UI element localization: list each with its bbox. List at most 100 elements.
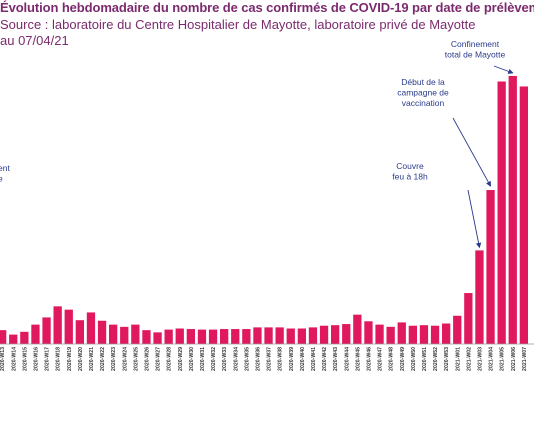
- x-tick-label: 2020-W27: [156, 347, 162, 371]
- x-tick-label: 2020-W46: [366, 347, 372, 371]
- bar-2020-W18: [53, 306, 62, 344]
- bar-2020-W35: [242, 329, 251, 344]
- x-tick-label: 2020-W33: [222, 347, 228, 371]
- x-tick-label: 2020-W50: [411, 347, 417, 371]
- x-tick-label: 2021-W04: [489, 347, 495, 371]
- x-tick-label: 2020-W23: [111, 347, 117, 371]
- bar-2020-W29: [175, 328, 184, 344]
- bar-2020-W44: [342, 324, 351, 344]
- x-tick-label: 2020-W18: [56, 347, 62, 371]
- bar-2020-W42: [319, 325, 329, 344]
- x-tick-label: 2020-W53: [444, 347, 450, 371]
- annotation-arrow: [493, 65, 514, 74]
- bar-2020-W27: [153, 332, 162, 344]
- bar-2020-W19: [64, 309, 73, 344]
- x-tick-label: 2020-W37: [267, 347, 273, 371]
- bar-2020-W17: [42, 317, 51, 344]
- x-tick-label: 2020-W51: [422, 347, 428, 371]
- x-tick-label: 2020-W41: [311, 347, 317, 371]
- bar-2020-W23: [109, 324, 118, 344]
- x-tick-label: 2020-W42: [322, 347, 328, 371]
- annotation-arrow: [452, 117, 491, 187]
- x-tick-label: 2020-W45: [355, 347, 361, 371]
- x-tick-label: 2020-W44: [344, 347, 350, 371]
- bar-2020-W36: [253, 327, 262, 344]
- bar-2020-W33: [220, 329, 229, 344]
- bar-2020-W32: [208, 329, 218, 344]
- bar-2021-W03: [475, 250, 484, 344]
- annotation-text: feu à 18h: [392, 172, 428, 182]
- bar-2020-W50: [408, 325, 417, 344]
- chart-subtitle: Source : laboratoire du Centre Hospitali…: [0, 17, 476, 32]
- bar-2020-W25: [131, 324, 140, 344]
- chart-date: au 07/04/21: [0, 33, 69, 48]
- x-tick-label: 2020-W16: [33, 347, 39, 371]
- bar-2020-W26: [142, 330, 151, 344]
- annotation-text: vaccination: [402, 98, 445, 108]
- annotation-text: e: [0, 174, 3, 184]
- x-tick-label: 2020-W26: [144, 347, 150, 371]
- bar-2020-W52: [430, 325, 440, 344]
- x-tick-label: 2021-W05: [500, 347, 506, 371]
- bar-2020-W22: [97, 320, 107, 344]
- x-tick-label: 2021-W03: [477, 347, 483, 371]
- bar-2020-W15: [20, 331, 29, 344]
- x-tick-label: 2020-W24: [122, 347, 128, 371]
- x-tick-label: 2020-W39: [289, 347, 295, 371]
- x-tick-label: 2021-W06: [511, 347, 517, 371]
- bar-2020-W47: [375, 324, 384, 344]
- x-tick-labels: 2020-W13 2020-W14 2020-W15 2020-W16 2020-W17…: [0, 347, 528, 371]
- x-tick-label: 2020-W25: [133, 347, 139, 371]
- x-tick-label: 2020-W40: [300, 347, 306, 371]
- x-tick-label: 2020-W47: [378, 347, 384, 371]
- x-tick-label: 2020-W15: [22, 347, 28, 371]
- bar-2021-W02: [464, 293, 473, 344]
- annotation-text: campagne de: [397, 88, 449, 98]
- x-tick-label: 2020-W17: [45, 347, 51, 371]
- bar-2021-W05: [497, 81, 506, 344]
- bar-2020-W43: [331, 325, 340, 344]
- annotation-arrow: [467, 189, 482, 249]
- bar-2020-W20: [75, 320, 84, 344]
- bar-2020-W24: [120, 326, 129, 344]
- bar-2021-W01: [453, 315, 462, 344]
- bar-2020-W40: [297, 328, 306, 344]
- bar-2021-W07: [519, 86, 528, 345]
- x-tick-label: 2020-W38: [278, 347, 284, 371]
- bar-2020-W45: [353, 314, 362, 344]
- x-tick-label: 2020-W36: [255, 347, 261, 371]
- x-tick-label: 2020-W14: [11, 347, 17, 371]
- x-tick-label: 2020-W28: [167, 347, 173, 371]
- annotation-text: Confinement: [451, 39, 500, 49]
- annotation-text: total de Mayotte: [445, 50, 506, 60]
- bar-2020-W49: [397, 322, 406, 344]
- bar-2020-W46: [364, 321, 373, 344]
- x-tick-label: 2020-W43: [333, 347, 339, 371]
- x-tick-label: 2020-W19: [67, 347, 73, 371]
- x-tick-label: 2021-W07: [522, 347, 528, 371]
- bar-2021-W04: [486, 190, 495, 344]
- annotation-text: Début de la: [401, 77, 445, 87]
- x-tick-label: 2020-W32: [211, 347, 217, 371]
- bar-2020-W48: [386, 326, 395, 344]
- bar-2020-W30: [186, 329, 195, 344]
- bar-2020-W14: [9, 334, 18, 344]
- x-tick-label: 2020-W21: [89, 347, 95, 371]
- x-tick-label: 2020-W29: [178, 347, 184, 371]
- x-tick-label: 2020-W20: [78, 347, 84, 371]
- x-tick-label: 2020-W48: [389, 347, 395, 371]
- bar-2020-W16: [31, 324, 40, 344]
- x-tick-label: 2020-W49: [400, 347, 406, 371]
- x-tick-label: 2020-W31: [200, 347, 206, 371]
- x-tick-label: 2021-W02: [466, 347, 472, 371]
- bar-2020-W51: [419, 325, 429, 344]
- x-tick-label: 2020-W35: [244, 347, 250, 371]
- annotation-text: Couvre: [396, 161, 424, 171]
- bar-2020-W53: [442, 323, 451, 344]
- bar-2021-W06: [508, 75, 517, 344]
- chart-title: Évolution hebdomadaire du nombre de cas …: [0, 0, 534, 15]
- bar-2020-W13: [0, 330, 7, 344]
- bar-2020-W39: [286, 328, 295, 344]
- x-tick-label: 2020-W52: [433, 347, 439, 371]
